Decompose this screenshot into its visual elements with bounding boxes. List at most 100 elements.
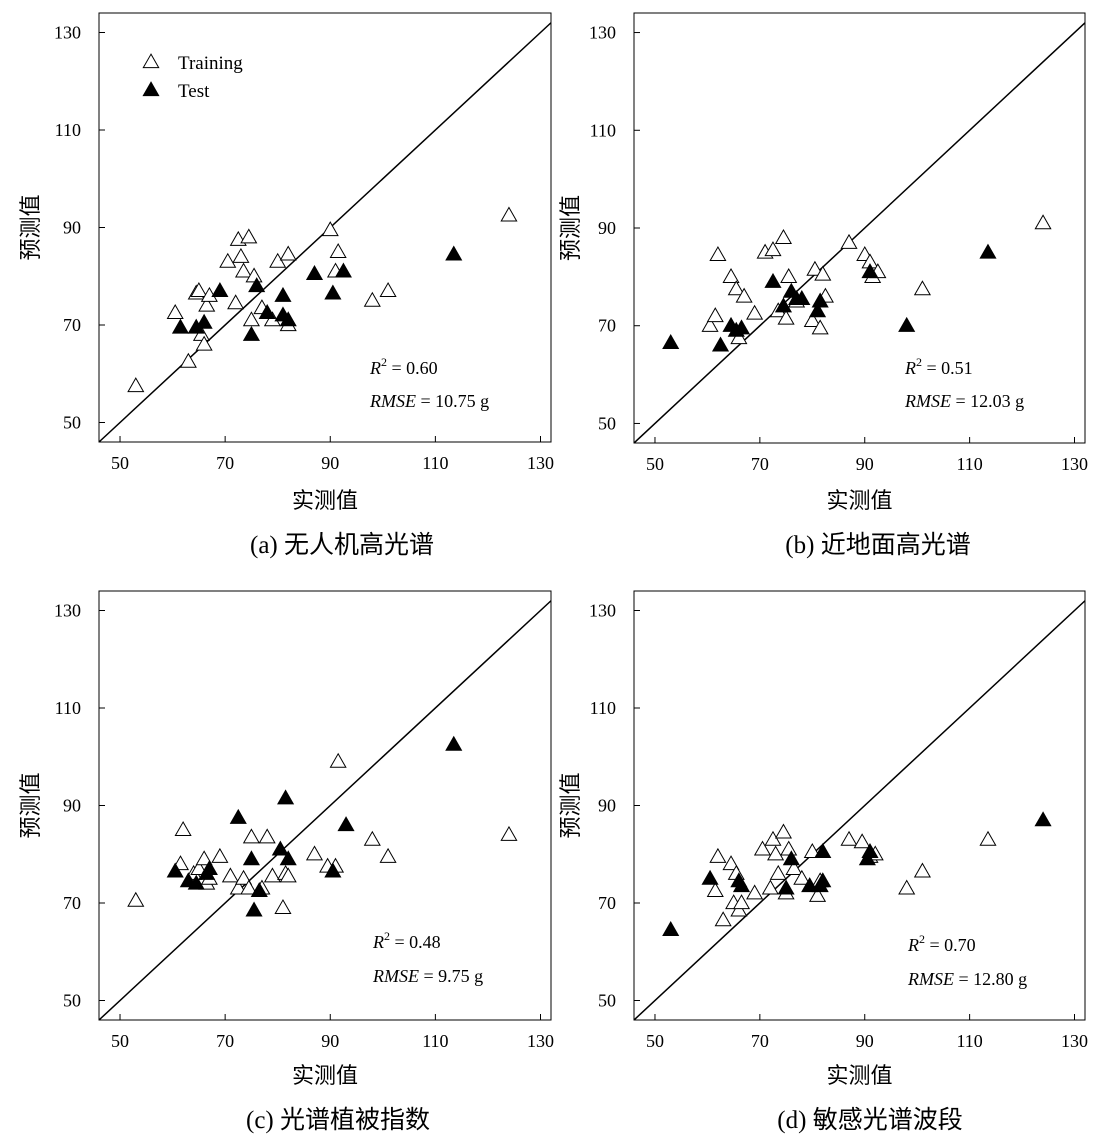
test-point [861,842,879,858]
x-tick-label: 50 [111,1031,129,1051]
training-point [232,247,250,263]
training-point [279,245,297,261]
x-tick-label: 110 [956,454,982,474]
training-point [500,825,518,841]
training-point [329,752,347,768]
x-tick-label: 90 [321,1031,339,1051]
training-point [767,845,785,861]
test-point [801,877,819,893]
y-tick-label: 110 [590,120,616,140]
x-axis-title: 实测值 [826,488,892,513]
x-axis-title: 实测值 [292,1063,358,1088]
legend-training-marker [142,53,160,69]
test-point [662,334,680,349]
y-axis-title: 预测值 [558,772,583,838]
training-point [709,246,727,262]
test-point [242,850,260,866]
test-point [200,860,218,876]
training-point [722,268,740,284]
one-to-one-line [633,22,1086,444]
x-tick-label: 130 [527,453,554,473]
training-point [803,312,821,328]
training-point [211,847,229,863]
training-point [777,309,795,325]
training-point [242,311,260,327]
x-tick-label: 70 [216,1031,234,1051]
training-point [774,228,793,244]
test-point [979,243,997,259]
x-tick-label: 50 [111,453,129,473]
y-tick-label: 130 [589,23,616,43]
training-point [234,262,253,278]
test-point [711,336,730,352]
training-point [709,847,727,863]
test-point [445,735,463,751]
test-point [774,297,793,313]
training-point [195,850,213,866]
test-point [187,874,205,890]
test-point [171,318,190,334]
training-point [329,243,347,259]
r2-annotation: R2 = 0.60 [369,355,438,378]
test-point [1034,811,1052,827]
test-point [245,901,263,917]
legend-test-marker [142,81,160,97]
training-point [808,886,827,902]
x-axis-title: 实测值 [826,1063,892,1088]
training-point [793,869,811,885]
y-axis-title: 预测值 [18,772,43,838]
test-point [814,842,832,858]
y-tick-label: 130 [54,23,81,43]
training-point [127,377,145,393]
test-point [662,920,680,936]
training-point [198,296,216,312]
y-tick-label: 70 [63,315,81,335]
test-point [764,272,782,288]
test-point [166,862,184,878]
y-tick-label: 50 [63,413,81,433]
training-point [379,847,397,863]
x-tick-label: 130 [1061,1031,1088,1051]
rmse-annotation: RMSE = 9.75 g [372,966,483,986]
test-point [811,292,829,308]
training-point [242,828,260,844]
x-tick-label: 110 [956,1031,982,1051]
x-tick-label: 130 [527,1031,554,1051]
x-tick-label: 90 [321,453,339,473]
test-point [211,282,229,298]
training-point [814,265,832,281]
training-point [840,233,858,249]
test-point [324,284,342,300]
panel-a: 50 70 90 110 130 50 70 90 110 130 实测值 预测值 R2 = 0.60 R… [18,12,554,559]
training-point [263,867,282,883]
training-point [379,282,397,298]
training-point [730,329,748,345]
plot-area-frame [633,590,1086,1021]
test-point [277,789,295,805]
training-point [913,280,931,296]
test-point [861,263,879,279]
training-point [1034,214,1052,230]
plot-area-frame [98,590,552,1021]
y-tick-label: 130 [589,601,616,621]
test-point [242,325,260,341]
x-tick-label: 50 [646,1031,664,1051]
test-point [793,290,811,306]
training-point [227,294,245,310]
training-point [898,879,916,895]
test-point [279,850,297,866]
y-tick-label: 130 [54,601,81,621]
test-point [248,277,266,293]
test-point [808,302,827,318]
y-tick-label: 70 [63,893,81,913]
training-point [780,840,798,856]
training-point [240,228,258,244]
x-tick-label: 130 [1061,454,1088,474]
test-point [777,879,795,895]
training-point [735,287,753,303]
training-point [803,842,821,858]
training-point [195,335,213,351]
test-point [195,313,213,329]
y-axis-title: 预测值 [18,194,43,260]
